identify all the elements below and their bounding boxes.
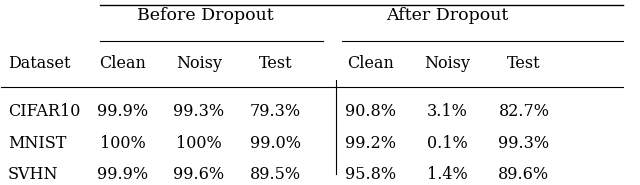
Text: 82.7%: 82.7% <box>499 103 549 120</box>
Text: 100%: 100% <box>176 135 222 152</box>
Text: Before Dropout: Before Dropout <box>137 7 274 24</box>
Text: 79.3%: 79.3% <box>250 103 301 120</box>
Text: 99.9%: 99.9% <box>97 166 148 183</box>
Text: CIFAR10: CIFAR10 <box>8 103 80 120</box>
Text: 89.6%: 89.6% <box>499 166 550 183</box>
Text: MNIST: MNIST <box>8 135 66 152</box>
Text: Noisy: Noisy <box>176 55 222 72</box>
Text: 95.8%: 95.8% <box>346 166 397 183</box>
Text: 1.4%: 1.4% <box>427 166 468 183</box>
Text: 3.1%: 3.1% <box>427 103 468 120</box>
Text: 99.2%: 99.2% <box>346 135 396 152</box>
Text: 99.9%: 99.9% <box>97 103 148 120</box>
Text: Test: Test <box>259 55 292 72</box>
Text: After Dropout: After Dropout <box>387 7 509 24</box>
Text: Clean: Clean <box>99 55 146 72</box>
Text: Dataset: Dataset <box>8 55 70 72</box>
Text: Test: Test <box>507 55 541 72</box>
Text: SVHN: SVHN <box>8 166 58 183</box>
Text: 0.1%: 0.1% <box>427 135 468 152</box>
Text: 90.8%: 90.8% <box>346 103 396 120</box>
Text: 89.5%: 89.5% <box>250 166 301 183</box>
Text: 99.3%: 99.3% <box>173 103 225 120</box>
Text: 100%: 100% <box>100 135 145 152</box>
Text: 99.3%: 99.3% <box>499 135 550 152</box>
Text: Clean: Clean <box>348 55 394 72</box>
Text: Noisy: Noisy <box>424 55 470 72</box>
Text: 99.0%: 99.0% <box>250 135 301 152</box>
Text: 99.6%: 99.6% <box>173 166 225 183</box>
